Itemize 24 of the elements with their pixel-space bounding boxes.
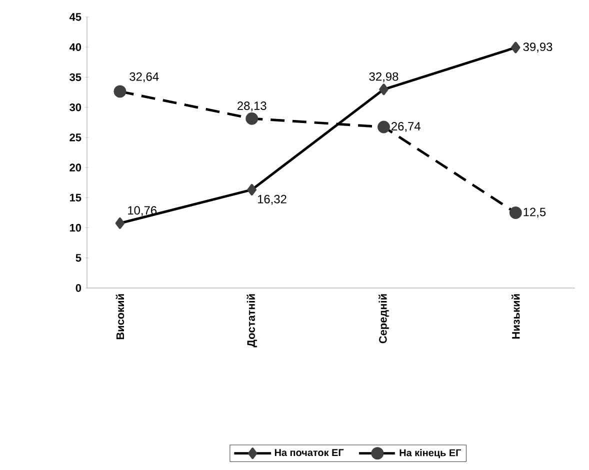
legend-label: На початок ЕГ (274, 449, 344, 456)
y-tick-label: 0 (76, 284, 82, 292)
x-tick-label: Достатній (246, 294, 258, 348)
y-tick-label: 45 (69, 13, 82, 21)
x-tick-label: Високий (116, 294, 124, 340)
x-tick-label: Середній (378, 294, 389, 344)
data-label: 39,93 (523, 42, 552, 52)
y-tick-label: 35 (70, 73, 82, 82)
y-tick-label: 10 (70, 224, 82, 232)
data-label: 26,74 (392, 122, 420, 132)
data-label: 32,98 (369, 72, 398, 82)
y-tick-label: 20 (70, 164, 82, 172)
data-label: 16,32 (258, 194, 286, 205)
y-tick-label: 5 (76, 254, 82, 262)
data-label: 12,5 (524, 208, 546, 218)
data-label: 32,64 (130, 72, 159, 82)
data-label: 10,76 (128, 206, 157, 216)
x-tick-label: Низький (512, 294, 520, 339)
legend-label: На кінець ЕГ (400, 448, 462, 458)
y-tick-label: 25 (70, 134, 82, 142)
y-tick-label: 30 (70, 103, 82, 112)
y-tick-label: 15 (70, 194, 82, 202)
y-tick-label: 40 (69, 43, 82, 51)
data-label: 28,13 (238, 102, 266, 112)
